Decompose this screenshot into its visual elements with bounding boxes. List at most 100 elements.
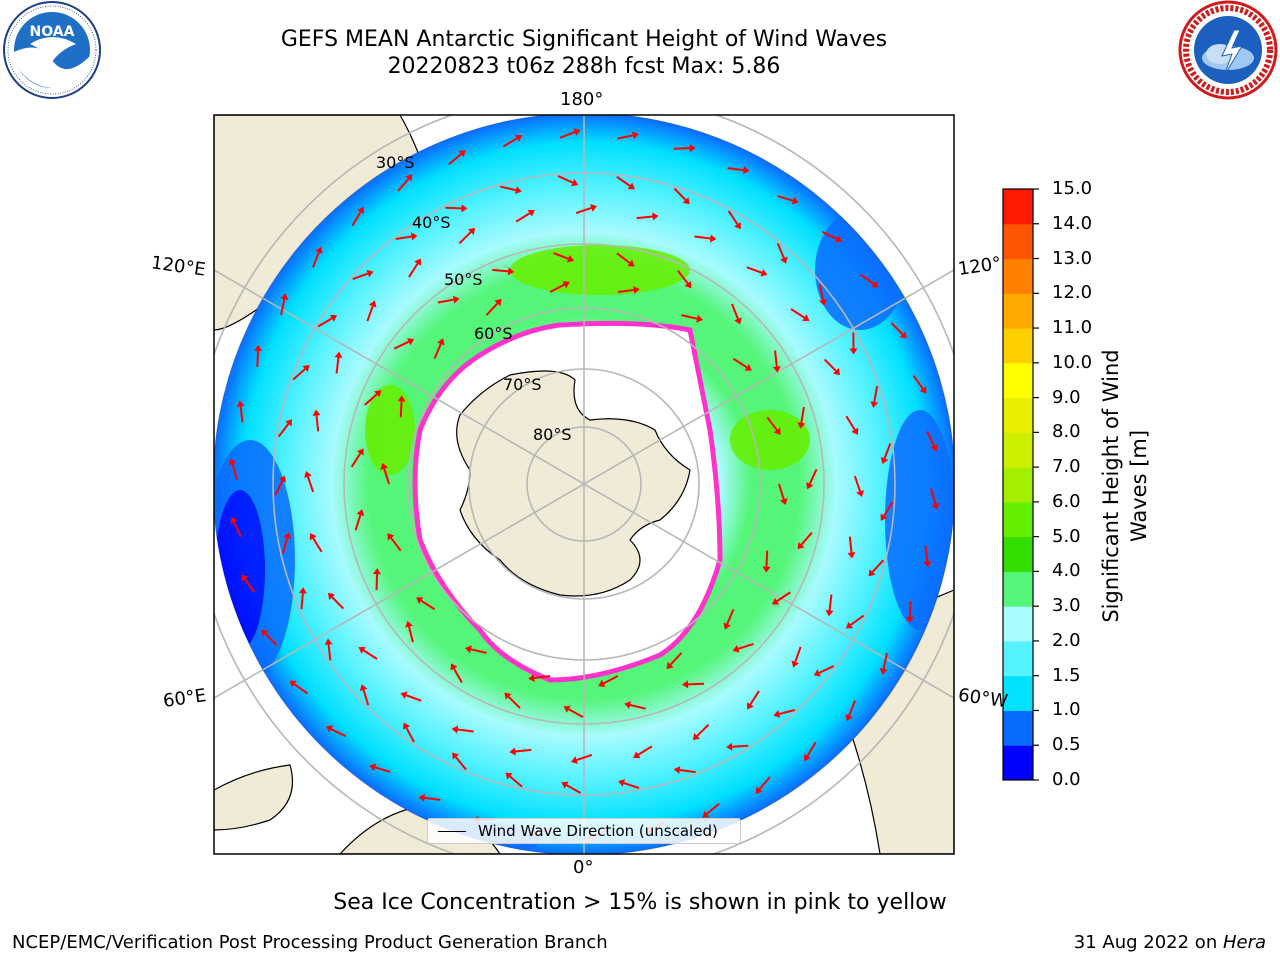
- wind-wave-arrowhead: [871, 280, 879, 288]
- wind-wave-arrowhead: [899, 331, 907, 339]
- wind-wave-arrow: [636, 215, 653, 220]
- wind-wave-arrow: [408, 626, 414, 643]
- wind-wave-arrowhead: [494, 298, 502, 307]
- wind-wave-arrow: [458, 231, 472, 245]
- wind-wave-arrowhead: [452, 752, 460, 760]
- wind-wave-arrowhead: [325, 725, 334, 733]
- wind-wave-arrowhead: [241, 574, 249, 582]
- wind-wave-arrowhead: [230, 516, 238, 524]
- wind-wave-arrowhead: [684, 281, 692, 289]
- nws-logo: [1178, 0, 1278, 100]
- colorbar-tick-label: 6.0: [1052, 490, 1081, 512]
- colorbar-tick-label: 1.5: [1052, 664, 1081, 686]
- colorbar-tick-label: 5.0: [1052, 525, 1081, 547]
- wind-wave-arrow: [317, 317, 333, 328]
- wind-wave-arrowhead: [334, 351, 343, 359]
- wind-wave-arrowhead: [416, 597, 424, 605]
- footer-branch: NCEP/EMC/Verification Post Processing Pr…: [12, 932, 608, 953]
- wind-wave-arrowhead: [772, 597, 780, 605]
- wind-wave-arrow: [808, 468, 818, 485]
- wind-wave-arrowhead: [380, 462, 389, 470]
- wind-wave-arrow: [727, 210, 739, 225]
- wind-wave-arrow: [818, 284, 824, 301]
- lon-label-180: 180°: [560, 89, 604, 110]
- wind-wave-arrowhead: [755, 786, 763, 794]
- wind-wave-arrowhead: [851, 427, 859, 435]
- wind-wave-arrow: [515, 748, 532, 753]
- wind-wave-arrow: [746, 266, 763, 274]
- wind-wave-arrow: [749, 690, 760, 705]
- wind-wave-arrow: [732, 744, 749, 748]
- colorbar-tick-label: 11.0: [1052, 317, 1093, 339]
- wind-wave-arrow: [821, 230, 838, 240]
- wind-wave-arrow: [679, 769, 696, 774]
- wind-wave-arrowhead: [298, 587, 307, 594]
- wind-wave-arrowhead: [773, 427, 781, 435]
- wind-wave-arrow: [331, 596, 345, 610]
- wind-wave-arrow: [363, 649, 378, 660]
- colorbar-border: [1002, 188, 1034, 781]
- wind-wave-arrow: [424, 796, 441, 801]
- wind-wave-arrow: [433, 343, 442, 360]
- wind-wave-arrowhead: [673, 766, 681, 775]
- colorbar-segment: [1003, 397, 1033, 433]
- wind-wave-arrow: [850, 614, 865, 626]
- wind-wave-arrow: [848, 536, 853, 553]
- wind-wave-arrow: [383, 468, 390, 485]
- lat-label-40s: 40°S: [412, 213, 451, 232]
- wave-height-patches: [214, 210, 954, 854]
- lat-label-60s: 60°S: [474, 324, 513, 343]
- wind-wave-arrowhead: [734, 222, 741, 230]
- wind-wave-arrowhead: [356, 509, 365, 517]
- wind-wave-arrow: [688, 682, 705, 686]
- wind-wave-arrowhead: [562, 281, 570, 289]
- wind-wave-arrow: [924, 545, 929, 562]
- wind-wave-arrow: [778, 709, 795, 715]
- wind-wave-arrowhead: [692, 733, 700, 741]
- lat-label-70s: 70°S: [503, 375, 542, 394]
- wind-wave-arrowhead: [285, 419, 293, 427]
- wind-wave-arrow: [559, 131, 576, 139]
- wind-wave-arrow: [727, 167, 744, 172]
- wind-wave-arrow: [616, 252, 631, 264]
- wind-wave-arrow: [637, 745, 653, 756]
- wind-wave-arrow: [790, 308, 805, 319]
- colorbar-title-line-2: Waves [m]: [1127, 429, 1151, 543]
- wind-wave-arrowhead: [732, 645, 740, 653]
- wind-wave-arrow: [300, 593, 304, 610]
- wind-wave-arrowhead: [405, 174, 413, 182]
- wind-wave-arrow: [509, 775, 523, 788]
- wind-wave-arrowhead: [515, 134, 523, 142]
- wind-wave-arrowhead: [387, 533, 395, 541]
- wind-wave-arrowhead: [726, 742, 733, 751]
- wind-wave-arrowhead: [228, 458, 237, 466]
- colorbar-tick-label: 14.0: [1052, 212, 1093, 234]
- wind-wave-arrow: [776, 591, 791, 602]
- wind-wave-arrow: [823, 358, 837, 372]
- title-line-1: GEFS MEAN Antarctic Significant Height o…: [280, 27, 888, 52]
- wind-wave-arrowhead: [734, 317, 742, 325]
- wind-wave-arrow: [500, 185, 517, 192]
- colorbar-tick-label: 12.0: [1052, 282, 1093, 304]
- wind-wave-arrow: [882, 652, 888, 670]
- wind-wave-arrow: [420, 599, 436, 611]
- wind-wave-arrowhead: [930, 444, 938, 452]
- wind-wave-arrow: [617, 134, 634, 140]
- wind-wave-arrow: [890, 322, 904, 335]
- wind-wave-arrow: [312, 251, 320, 268]
- wind-wave-arrowhead: [791, 660, 800, 668]
- wind-wave-arrowhead: [356, 448, 364, 456]
- wind-wave-arrow: [399, 401, 403, 418]
- wind-wave-arrow: [354, 514, 362, 531]
- wind-wave-arrow: [374, 766, 391, 773]
- colorbar-segment: [1003, 432, 1033, 468]
- wind-wave-arrowhead: [563, 705, 571, 713]
- wind-wave-arrowhead: [633, 751, 641, 759]
- wind-wave-arrow: [800, 531, 813, 546]
- wind-wave-arrowhead: [747, 702, 754, 710]
- wind-wave-arrowhead: [819, 299, 827, 306]
- wind-wave-arrow: [677, 270, 689, 285]
- wind-wave-arrow: [280, 298, 286, 316]
- colorbar-segment: [1003, 501, 1033, 538]
- wind-wave-arrowhead: [566, 255, 574, 263]
